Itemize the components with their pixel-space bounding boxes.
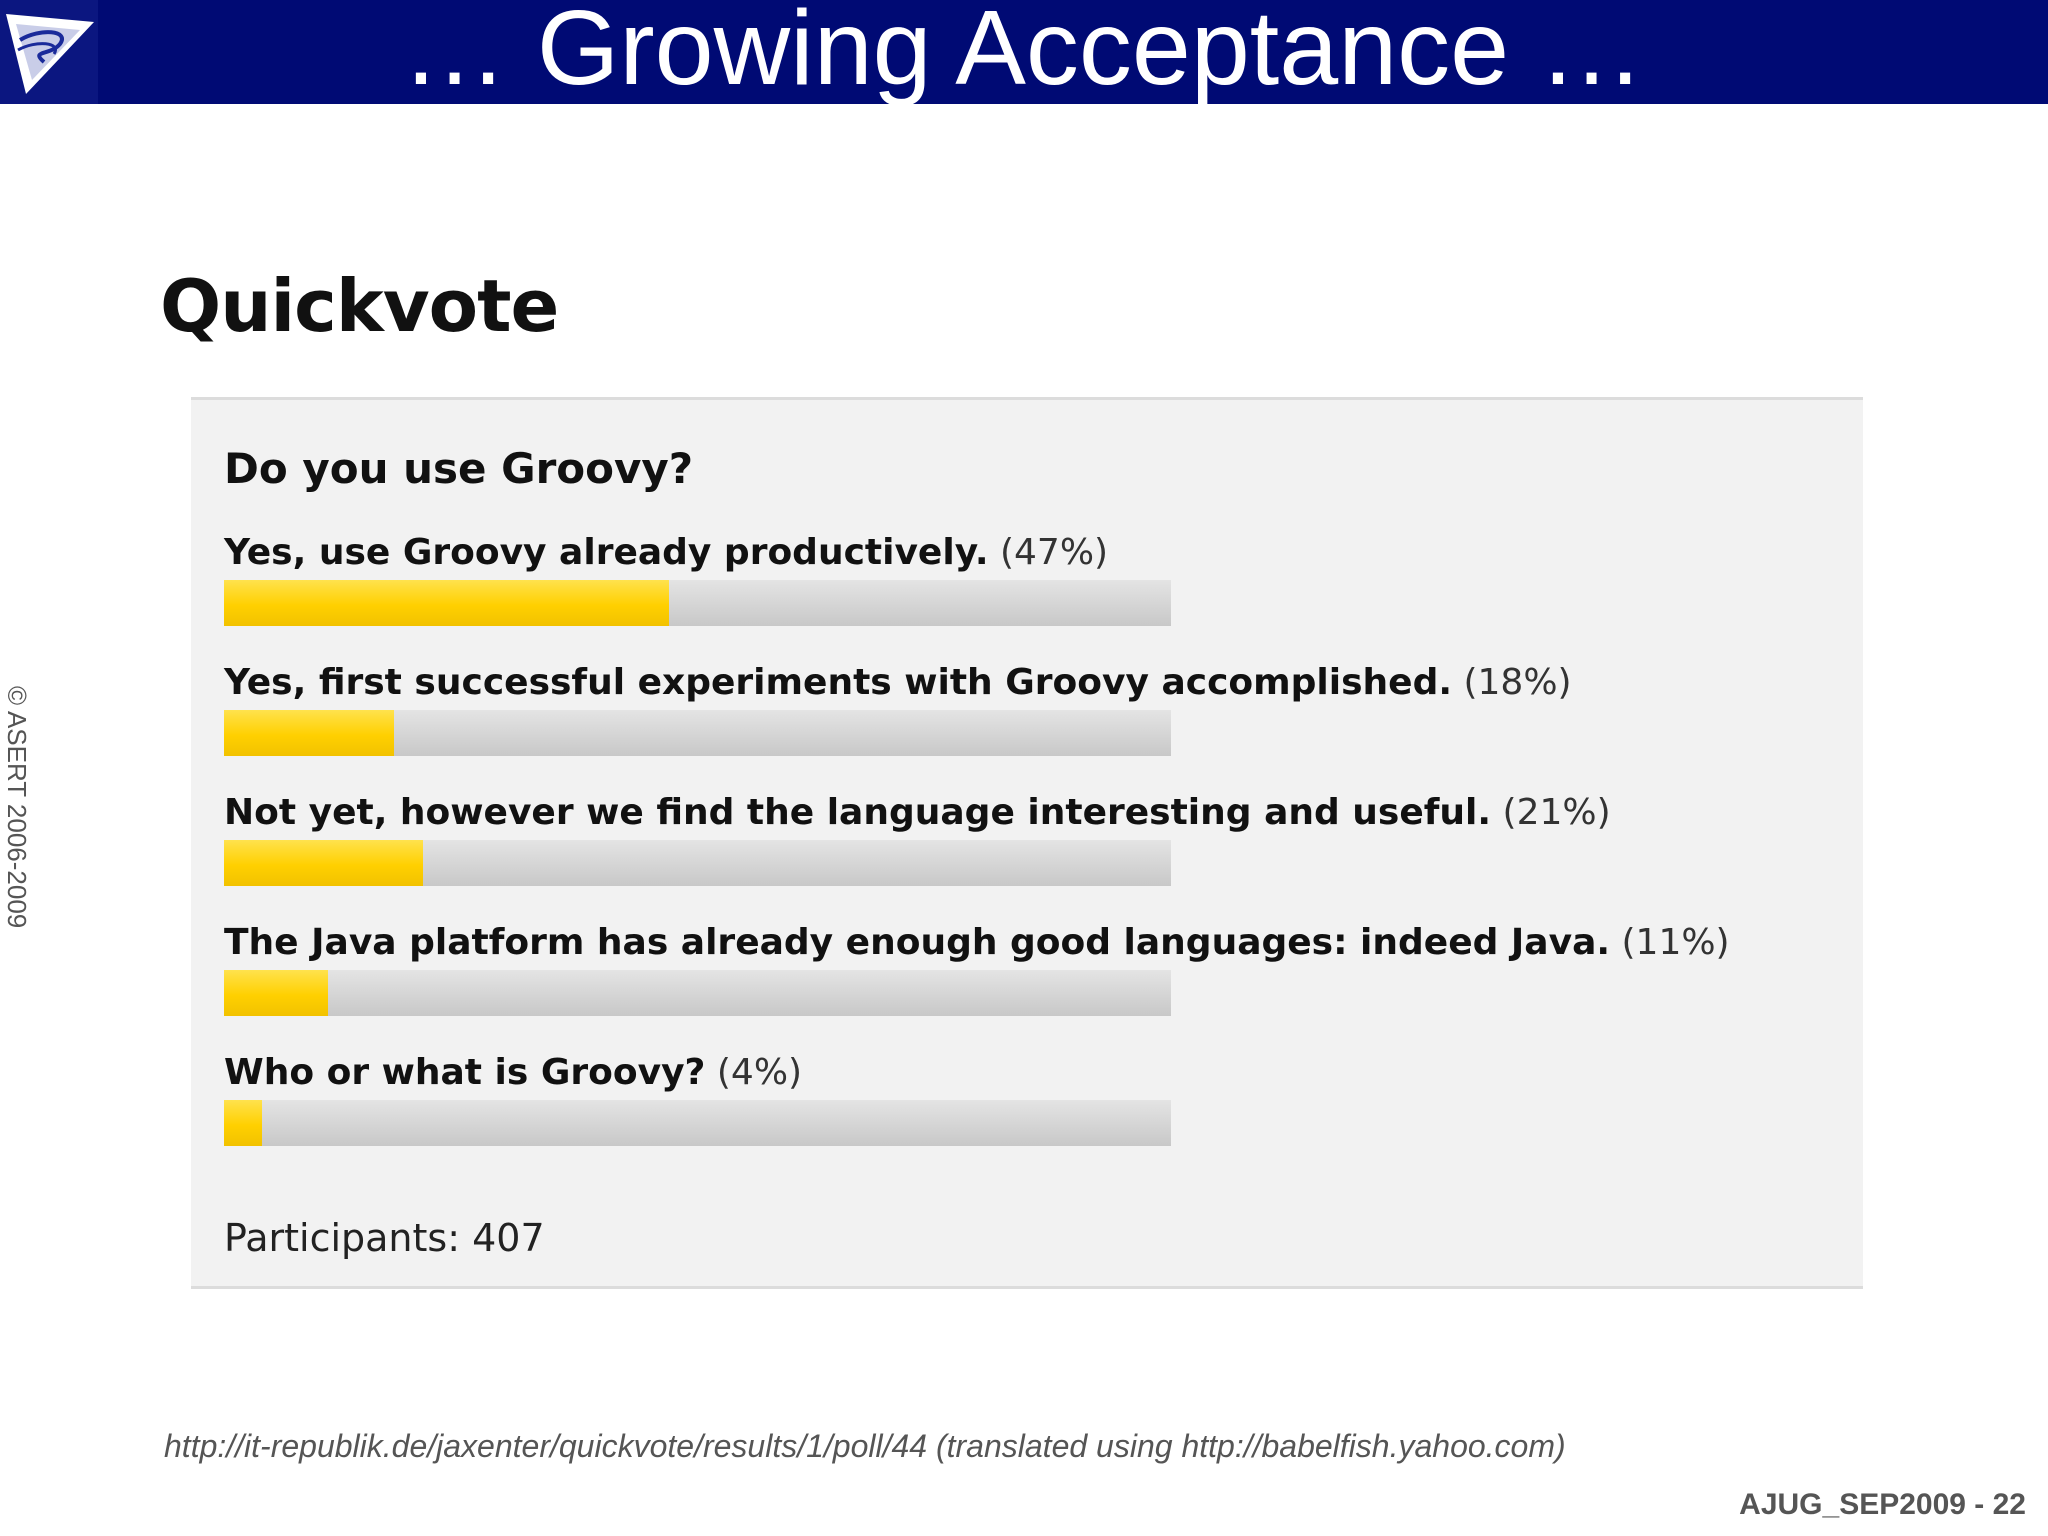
source-link[interactable]: http://it-republik.de/jaxenter/quickvote… [164,1428,1566,1464]
poll-option: Who or what is Groovy? (4%) [224,1050,1844,1146]
quickvote-heading: Quickvote [160,264,559,348]
option-label: Who or what is Groovy? [224,1052,706,1093]
poll-option: Yes, first successful experiments with G… [224,660,1844,756]
bar-track [224,840,1171,886]
copyright-text: © ASERT 2006-2009 [2,686,32,929]
option-percentage: (11%) [1621,922,1730,963]
option-label: Yes, use Groovy already productively. [224,532,989,573]
bar-fill [224,580,669,626]
option-label: The Java platform has already enough goo… [224,922,1611,963]
option-text: Yes, use Groovy already productively. (4… [224,530,1844,576]
bar-fill [224,1100,262,1146]
option-text: Not yet, however we find the language in… [224,790,1844,836]
option-percentage: (47%) [999,532,1109,573]
bar-track [224,580,1171,626]
bar-fill [224,710,394,756]
option-label: Yes, first successful experiments with G… [224,662,1453,703]
poll-results-panel: Do you use Groovy? Yes, use Groovy alrea… [191,397,1863,1289]
poll-option: Yes, use Groovy already productively. (4… [224,530,1844,626]
bar-track [224,710,1171,756]
asert-logo [0,0,98,104]
participants-count: Participants: 407 [224,1216,545,1260]
option-text: The Java platform has already enough goo… [224,920,1844,966]
option-percentage: (21%) [1502,792,1611,833]
bar-track [224,1100,1171,1146]
slide-title: … Growing Acceptance … [401,0,1645,107]
slide-number: AJUG_SEP2009 - 22 [1739,1488,2026,1521]
poll-option: Not yet, however we find the language in… [224,790,1844,886]
option-text: Who or what is Groovy? (4%) [224,1050,1844,1096]
poll-option: The Java platform has already enough goo… [224,920,1844,1016]
option-percentage: (4%) [716,1052,803,1093]
slide-header: … Growing Acceptance … [0,0,2048,107]
bar-fill [224,970,328,1016]
option-percentage: (18%) [1463,662,1572,703]
option-text: Yes, first successful experiments with G… [224,660,1844,706]
poll-question: Do you use Groovy? [224,444,694,493]
option-label: Not yet, however we find the language in… [224,792,1492,833]
bar-track [224,970,1171,1016]
triangle-logo-icon [6,14,94,94]
bar-fill [224,840,423,886]
